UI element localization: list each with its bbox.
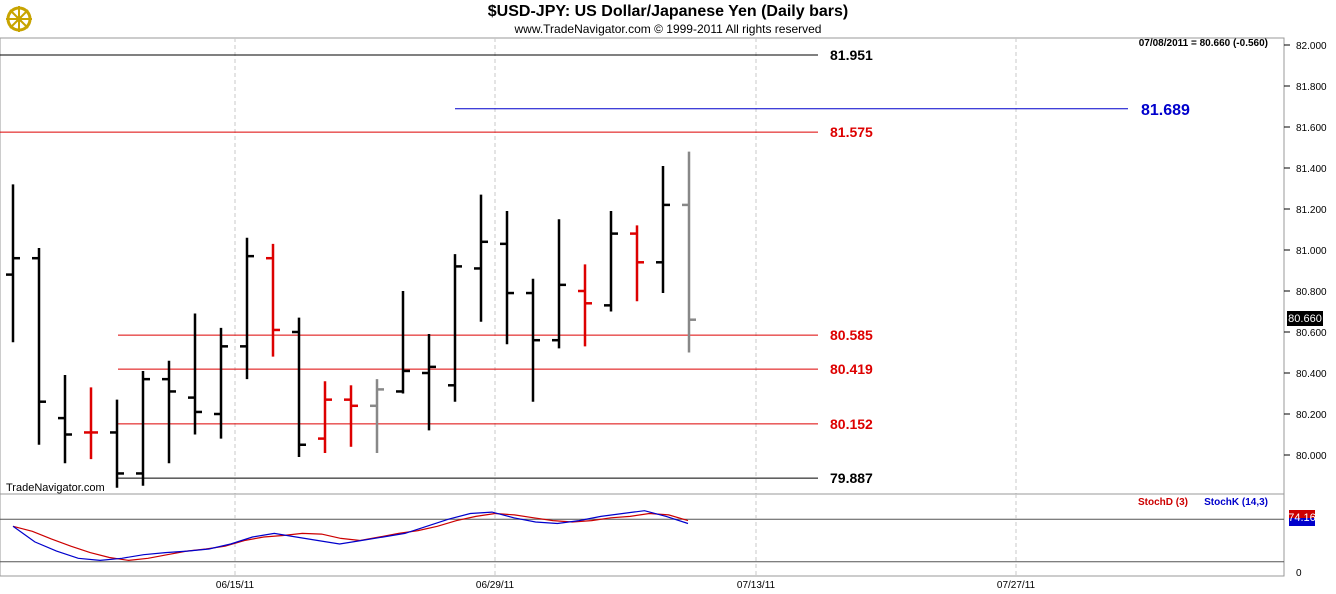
level-label: 80.585 bbox=[830, 327, 873, 343]
info-label: 07/08/2011 = 80.660 (-0.560) bbox=[1139, 38, 1268, 49]
level-lines: 81.951 81.575 80.585 80.419 80.152 79.887 81.6… bbox=[0, 47, 1190, 486]
stochd-line bbox=[12, 512, 689, 562]
last-price-label: 80.660 bbox=[1288, 313, 1322, 325]
y-tick-label: 80.600 bbox=[1296, 328, 1327, 339]
stoch-last-label: 74.16 bbox=[1288, 512, 1316, 524]
copyright-text: www.TradeNavigator.com © 1999-2011 All r… bbox=[514, 22, 822, 36]
price-axis: 82.000 81.800 81.600 81.400 81.200 81.000 80.8… bbox=[1284, 41, 1327, 462]
x-tick-label: 06/15/11 bbox=[216, 580, 255, 591]
stoch-last-box-blue bbox=[1289, 518, 1315, 526]
y-tick-label: 81.200 bbox=[1296, 205, 1327, 216]
x-tick-label: 07/27/11 bbox=[997, 580, 1036, 591]
y-tick-label: 80.400 bbox=[1296, 369, 1327, 380]
ship-wheel-logo-icon bbox=[6, 6, 32, 32]
y-tick-label: 81.600 bbox=[1296, 123, 1327, 134]
x-tick-label: 07/13/11 bbox=[737, 580, 776, 591]
level-label: 81.575 bbox=[830, 124, 873, 140]
blue-level-label: 81.689 bbox=[1141, 102, 1190, 119]
y-tick-label: 81.000 bbox=[1296, 246, 1327, 257]
y-tick-label: 80.200 bbox=[1296, 410, 1327, 421]
price-panel bbox=[0, 37, 1285, 495]
date-axis: 06/15/11 06/29/11 07/13/11 07/27/11 bbox=[216, 580, 1036, 591]
indicator-lines bbox=[12, 510, 689, 562]
watermark-text: TradeNavigator.com bbox=[6, 482, 105, 494]
price-grid bbox=[234, 38, 1017, 494]
chart-title: $USD-JPY: US Dollar/Japanese Yen (Daily … bbox=[487, 3, 849, 20]
stoch-zero-tick: 0 bbox=[1296, 568, 1302, 579]
x-tick-label: 06/29/11 bbox=[476, 580, 515, 591]
level-label: 80.152 bbox=[830, 416, 873, 432]
stochk-line bbox=[12, 510, 689, 562]
indicator-panel bbox=[0, 493, 1285, 577]
last-price-box bbox=[1287, 311, 1323, 326]
level-label: 79.887 bbox=[830, 470, 873, 486]
level-label: 80.419 bbox=[830, 361, 873, 377]
y-tick-label: 80.800 bbox=[1296, 287, 1327, 298]
price-bars bbox=[6, 151, 696, 488]
legend-stochd: StochD (3) bbox=[1138, 497, 1188, 508]
legend-stochk: StochK (14,3) bbox=[1204, 497, 1268, 508]
y-tick-label: 81.400 bbox=[1296, 164, 1327, 175]
y-tick-label: 80.000 bbox=[1296, 451, 1327, 462]
level-label: 81.951 bbox=[830, 47, 873, 63]
y-tick-label: 82.000 bbox=[1296, 41, 1327, 52]
y-tick-label: 81.800 bbox=[1296, 82, 1327, 93]
